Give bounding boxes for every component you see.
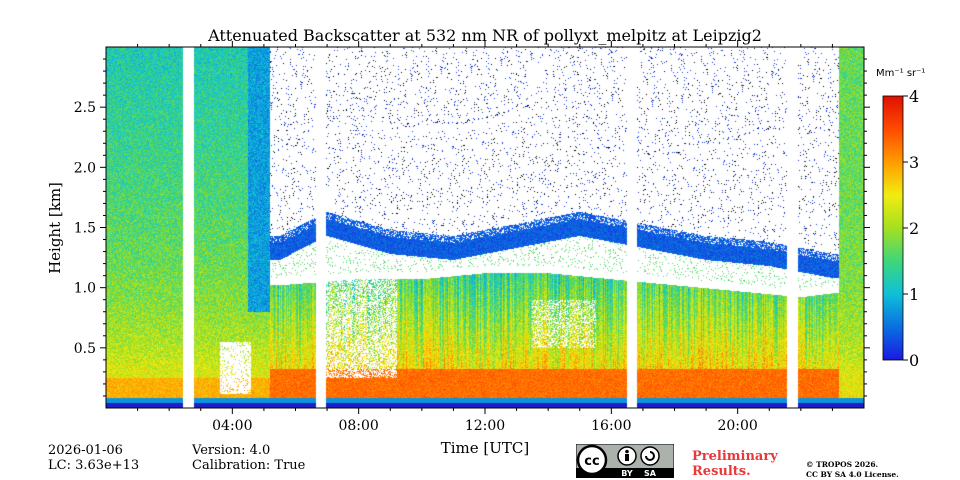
copyright-line2: CC BY SA 4.0 License.: [806, 470, 899, 479]
x-tick-label: 20:00: [717, 418, 757, 434]
footer-version: Version: 4.0: [192, 443, 271, 458]
x-tick-label: 16:00: [591, 418, 631, 434]
cc-license-badge: cc BY SA: [576, 444, 674, 478]
colorbar: [882, 95, 904, 361]
footer-date: 2026-01-06: [48, 443, 123, 458]
colorbar-tick-label: 2: [909, 219, 919, 238]
y-tick-label: 0.5: [74, 341, 96, 357]
copyright-note: © TROPOS 2026. CC BY SA 4.0 License.: [806, 460, 899, 480]
y-tick-label: 2.5: [74, 100, 96, 116]
footer-left: 2026-01-06 LC: 3.63e+13: [48, 443, 139, 473]
x-tick-label: 12:00: [465, 418, 505, 434]
preliminary-line2: Results.: [692, 464, 751, 479]
sa-icon: [640, 446, 660, 466]
by-label: BY: [621, 469, 633, 478]
x-axis-label: Time [UTC]: [441, 439, 530, 457]
y-axis-label: Height [km]: [46, 182, 64, 274]
footer-middle: Version: 4.0 Calibration: True: [192, 443, 305, 473]
colorbar-unit: Mm⁻¹ sr⁻¹: [876, 68, 925, 79]
colorbar-ticks: 0 1 2 3 4: [903, 87, 919, 370]
by-icon-head: [625, 449, 629, 454]
colorbar-tick-label: 1: [909, 285, 919, 304]
y-tick-label: 2.0: [74, 160, 96, 176]
colorbar-tick-label: 4: [909, 87, 919, 106]
colorbar-tick-label: 3: [909, 153, 919, 172]
heatmap-container: [106, 47, 864, 408]
cc-icon: [576, 444, 608, 476]
by-icon-body: [625, 454, 629, 461]
y-tick-label: 1.5: [74, 221, 96, 237]
preliminary-line1: Preliminary: [692, 449, 778, 464]
chart-title: Attenuated Backscatter at 532 nm NR of p…: [207, 26, 762, 45]
sa-icon-arrow: [645, 451, 655, 461]
copyright-line1: © TROPOS 2026.: [806, 460, 879, 469]
x-tick-label: 08:00: [338, 418, 378, 434]
heatmap-canvas: [106, 47, 864, 408]
cc-icon-glyph: cc: [584, 454, 599, 469]
y-axis: 0.5 1.0 1.5 2.0 2.5: [74, 58, 870, 397]
cc-badge-bottom-bar: [576, 468, 674, 478]
preliminary-results-note: Preliminary Results.: [692, 449, 778, 479]
footer-calibration: Calibration: True: [192, 458, 306, 473]
x-tick-label: 04:00: [212, 418, 252, 434]
colorbar-tick-label: 0: [909, 351, 919, 370]
footer-lc: LC: 3.63e+13: [48, 458, 140, 473]
y-tick-label: 1.0: [74, 281, 96, 297]
sa-label: SA: [644, 469, 657, 478]
x-axis: 04:00 08:00 12:00 16:00 20:00: [137, 41, 833, 434]
